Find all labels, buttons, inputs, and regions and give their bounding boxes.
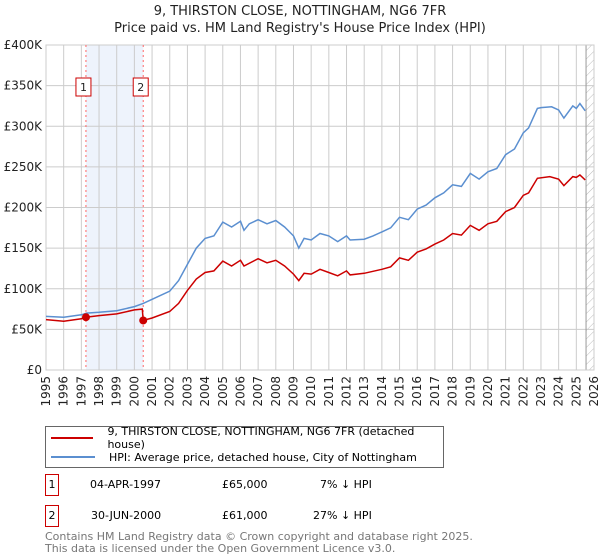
x-tick-label: 2006 [233, 376, 247, 407]
sale-row: 2 30-JUN-2000 £61,000 27% ↓ HPI [45, 505, 600, 527]
legend: 9, THIRSTON CLOSE, NOTTINGHAM, NG6 7FR (… [45, 425, 444, 468]
sale-hpi: 7% ↓ HPI [320, 478, 372, 491]
x-tick-label: 2005 [216, 376, 230, 407]
x-tick-label: 1999 [110, 376, 124, 407]
x-tick-label: 2002 [163, 376, 177, 407]
x-tick-label: 2020 [481, 376, 495, 407]
x-tick-label: 2026 [587, 376, 600, 407]
sale-price: £61,000 [222, 509, 268, 522]
x-tick-label: 2000 [127, 376, 141, 407]
sale-label: 2 [137, 81, 144, 94]
sale-date: 04-APR-1997 [90, 478, 162, 491]
x-tick-label: 2022 [516, 376, 530, 407]
y-tick-label: £400K [4, 38, 44, 52]
sale-price: £65,000 [222, 478, 268, 491]
legend-red-line [51, 437, 94, 439]
x-tick-label: 2012 [340, 376, 354, 407]
x-tick-label: 1995 [39, 376, 53, 407]
sale-label: 1 [80, 81, 87, 94]
x-tick-label: 2014 [375, 376, 389, 407]
legend-item-hpi: HPI: Average price, detached house, City… [46, 448, 417, 466]
footer-line: Contains HM Land Registry data © Crown c… [45, 530, 473, 543]
x-tick-label: 2004 [198, 376, 212, 407]
x-tick-label: 2019 [463, 376, 477, 407]
sale-label-box [132, 77, 149, 97]
x-tick-label: 1996 [57, 376, 71, 407]
x-tick-label: 2024 [552, 376, 566, 407]
legend-blue-line [51, 456, 95, 458]
y-tick-label: £50K [11, 322, 43, 336]
series-line [45, 102, 586, 318]
y-tick-label: £0 [27, 363, 42, 377]
legend-label: HPI: Average price, detached house, City… [109, 450, 417, 464]
footer-line: This data is licensed under the Open Gov… [45, 542, 396, 555]
x-tick-label: 2018 [446, 376, 460, 407]
x-tick-label: 2009 [286, 376, 300, 407]
x-tick-label: 2016 [410, 376, 424, 407]
legend-item-property: 9, THIRSTON CLOSE, NOTTINGHAM, NG6 7FR (… [46, 425, 443, 451]
x-tick-label: 2025 [569, 376, 583, 407]
sale-row: 1 04-APR-1997 £65,000 7% ↓ HPI [45, 474, 600, 496]
x-tick-label: 2023 [534, 376, 548, 407]
y-tick-label: £350K [4, 79, 44, 93]
sale-marker-box: 1 [45, 474, 59, 496]
x-tick-label: 2017 [428, 376, 442, 407]
x-tick-label: 1998 [92, 376, 106, 407]
sale-point [81, 313, 90, 322]
sale-label-box [75, 77, 92, 97]
footer: Contains HM Land Registry data © Crown c… [45, 531, 473, 555]
x-tick-label: 2003 [180, 376, 194, 407]
y-tick-label: £150K [4, 241, 44, 255]
x-tick-label: 2001 [145, 376, 159, 407]
x-tick-label: 2015 [393, 376, 407, 407]
x-tick-label: 2007 [251, 376, 265, 407]
legend-label: 9, THIRSTON CLOSE, NOTTINGHAM, NG6 7FR (… [107, 425, 415, 451]
plot-area: 1995 1996 1997 1998 1999 2000 2001 2002 2003 2004… [4, 38, 600, 407]
y-tick-label: £300K [4, 119, 44, 133]
x-tick-label: 1997 [74, 376, 88, 407]
y-tick-label: £100K [4, 282, 44, 296]
sale-date: 30-JUN-2000 [91, 509, 162, 522]
series-line [45, 174, 586, 323]
sale-point [139, 316, 148, 325]
sale-marker-box: 2 [45, 505, 59, 527]
x-tick-label: 2008 [269, 376, 283, 407]
x-tick-label: 2011 [322, 376, 336, 407]
sale-hpi: 27% ↓ HPI [313, 509, 372, 522]
x-tick-label: 2021 [499, 376, 513, 407]
x-tick-label: 2013 [357, 376, 371, 407]
chart-subtitle: Price paid vs. HM Land Registry's House … [114, 21, 486, 36]
y-tick-label: £250K [4, 160, 44, 174]
plot-border [45, 44, 595, 371]
y-tick-label: £200K [4, 201, 44, 215]
x-tick-label: 2010 [304, 376, 318, 407]
chart-title: 9, THIRSTON CLOSE, NOTTINGHAM, NG6 7FR [153, 4, 447, 19]
